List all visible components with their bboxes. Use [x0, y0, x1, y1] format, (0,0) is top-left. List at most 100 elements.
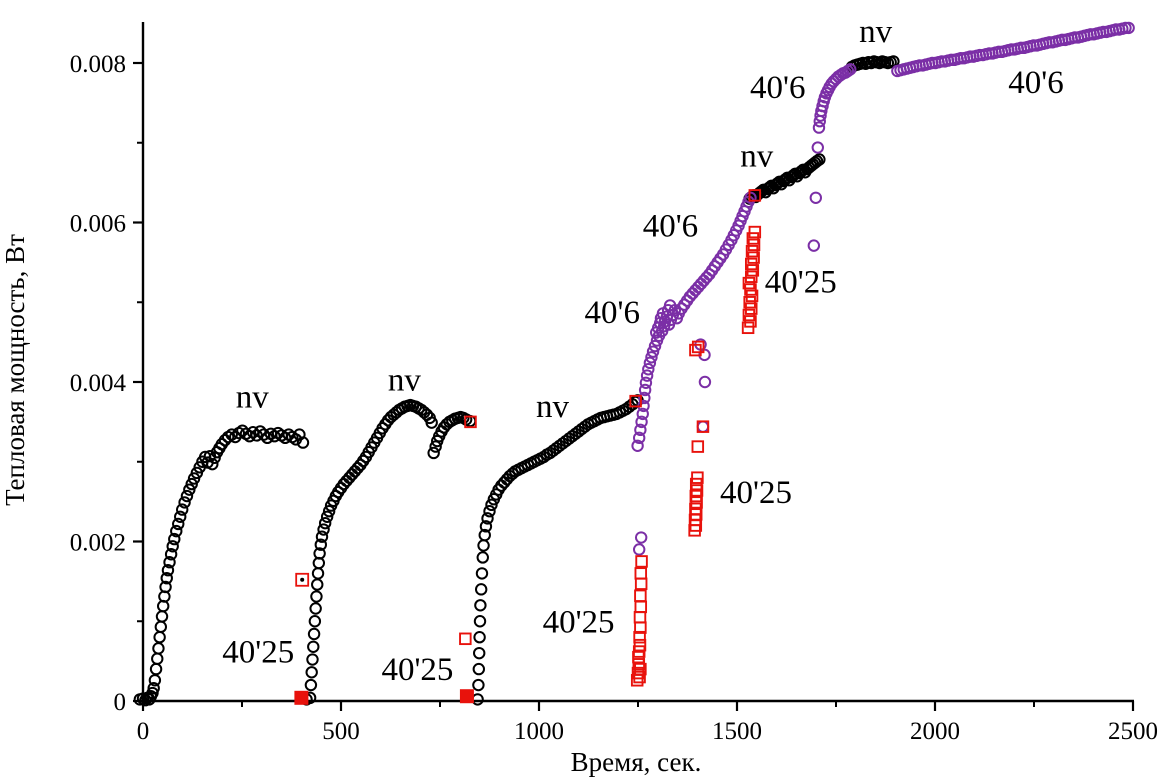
data-point [813, 153, 826, 166]
data-point [176, 503, 189, 516]
data-point [633, 670, 646, 684]
data-point [309, 602, 322, 615]
data-point [696, 420, 710, 433]
data-point [690, 496, 703, 509]
series-label: nv [859, 14, 893, 50]
data-point [147, 682, 160, 695]
data-point [742, 308, 756, 322]
data-point [634, 567, 648, 580]
series-label: nv [388, 363, 422, 399]
data-point [307, 627, 321, 641]
data-point [743, 296, 756, 309]
data-point [638, 391, 651, 405]
data-point [648, 339, 662, 353]
data-point [639, 376, 653, 389]
data-point [479, 520, 493, 533]
data-point [635, 555, 648, 568]
data-point [163, 556, 176, 569]
series-label: 40'6 [750, 70, 805, 106]
data-point [164, 548, 178, 561]
data-point [472, 662, 486, 676]
data-point [745, 270, 758, 283]
x-tick-label: 2500 [1108, 718, 1158, 745]
data-point [473, 646, 486, 660]
data-point [208, 451, 221, 464]
series-label: 40'25 [720, 475, 792, 511]
y-tick-label: 0 [114, 689, 127, 716]
data-point [629, 394, 642, 408]
data-point [747, 251, 760, 264]
x-tick-label: 2000 [910, 718, 960, 745]
axes [141, 22, 1134, 703]
data-point [741, 321, 755, 335]
data-point [478, 528, 491, 542]
data-point [636, 407, 649, 421]
data-point [180, 489, 194, 503]
data-point [481, 512, 494, 525]
axis-ticks [133, 61, 1135, 711]
y-tick-label: 0.004 [70, 370, 127, 397]
series-square-dot [295, 572, 310, 587]
data-point [744, 315, 757, 328]
data-point [459, 632, 472, 646]
data-point [161, 564, 175, 577]
data-point [425, 416, 438, 429]
data-point [631, 439, 644, 452]
data-point [809, 191, 823, 204]
data-point [691, 471, 704, 484]
data-point [152, 642, 165, 655]
data-point [748, 225, 762, 239]
data-point [459, 689, 474, 704]
data-point [691, 340, 705, 354]
series-square-filled [294, 689, 474, 705]
data-point-dot [300, 577, 305, 582]
data-point [746, 232, 760, 245]
data-point [474, 599, 487, 612]
data-point [1122, 21, 1135, 35]
series-label: 40'6 [643, 209, 698, 245]
data-point [170, 524, 183, 538]
data-point [746, 264, 760, 277]
series-circle [133, 55, 900, 707]
data-point [485, 498, 498, 512]
data-point [307, 640, 320, 653]
data-point [745, 244, 759, 258]
data-point [698, 375, 712, 389]
data-point [149, 662, 163, 676]
data-point [429, 440, 442, 453]
data-point [311, 578, 324, 591]
data-point [183, 483, 196, 496]
data-point [643, 356, 657, 370]
x-axis-title: Время, сек. [571, 747, 702, 777]
data-point [742, 276, 756, 290]
data-point [690, 484, 704, 497]
data-point [646, 345, 660, 358]
series-circle [631, 21, 1135, 556]
data-point [168, 532, 181, 546]
data-point [322, 504, 336, 518]
data-point [633, 611, 647, 624]
data-point [159, 580, 172, 594]
data-point [634, 600, 648, 614]
x-tick-label: 1500 [712, 718, 762, 745]
data-point [632, 645, 646, 658]
data-point [304, 678, 318, 692]
data-point [631, 666, 645, 680]
data-point [313, 547, 326, 560]
data-point [475, 567, 489, 580]
data-point [317, 523, 330, 536]
data-point [476, 551, 489, 564]
data-point [634, 531, 648, 544]
series-label: 40'25 [765, 265, 837, 301]
data-point [634, 577, 648, 591]
data-point [308, 615, 322, 628]
data-point [642, 363, 655, 376]
data-point [155, 610, 169, 623]
data-point [635, 415, 648, 429]
data-point [633, 638, 647, 652]
data-point [315, 530, 329, 543]
data-point [160, 571, 173, 585]
data-point [320, 510, 334, 523]
